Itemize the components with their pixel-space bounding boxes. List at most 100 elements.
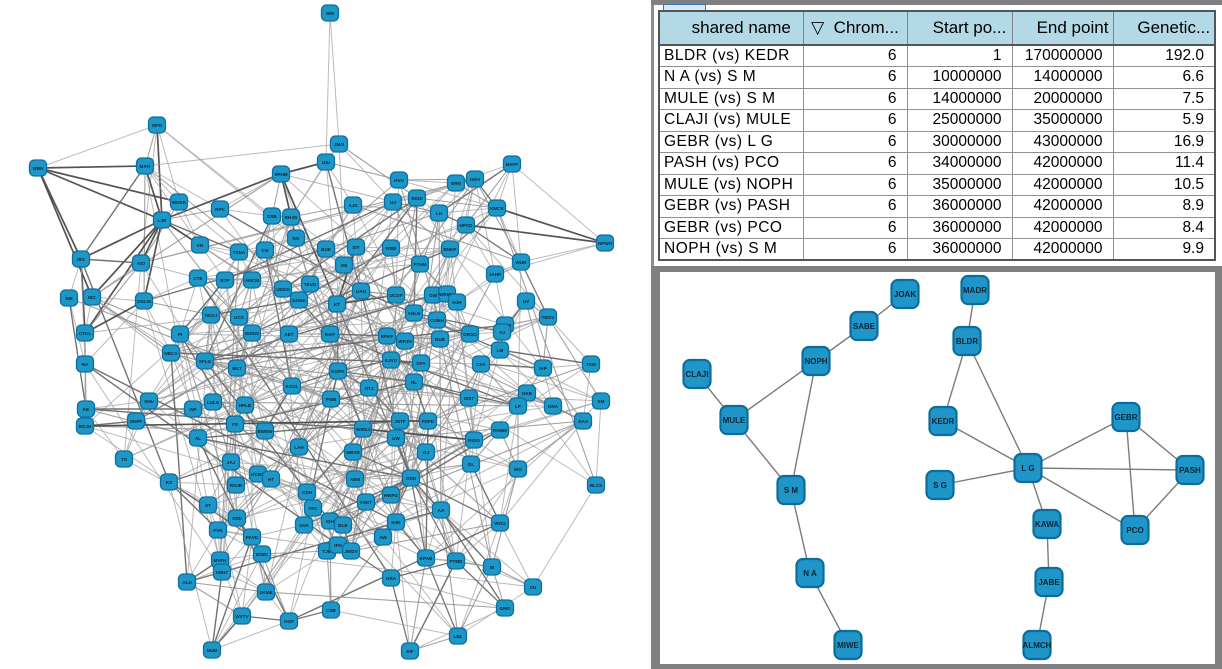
svg-text:LAH: LAH	[294, 445, 304, 450]
svg-text:OTJ: OTJ	[365, 386, 374, 391]
svg-text:OE: OE	[341, 263, 348, 268]
svg-text:BLB: BLB	[338, 523, 348, 528]
svg-text:GVA: GVA	[299, 523, 309, 528]
svg-text:ORSO: ORSO	[463, 332, 477, 337]
svg-text:RA: RA	[82, 362, 89, 367]
svg-text:GRA: GRA	[386, 576, 397, 581]
svg-text:TKVD: TKVD	[304, 282, 317, 287]
svg-text:WM: WM	[326, 11, 334, 16]
svg-text:BLDR: BLDR	[956, 337, 978, 346]
svg-text:BNDP: BNDP	[443, 247, 456, 252]
svg-text:UAN: UAN	[356, 289, 367, 294]
svg-text:RIOO: RIOO	[468, 438, 480, 443]
svg-text:KPAB: KPAB	[420, 556, 433, 561]
svg-text:HPCD: HPCD	[459, 223, 473, 228]
svg-text:L G: L G	[1021, 464, 1034, 473]
svg-text:HPLB: HPLB	[239, 403, 252, 408]
svg-text:S G: S G	[933, 481, 947, 490]
svg-text:JWDV: JWDV	[344, 549, 358, 554]
svg-text:EJVU: EJVU	[385, 358, 398, 363]
svg-text:RL: RL	[411, 380, 417, 385]
svg-text:BKDI: BKDI	[411, 196, 422, 201]
svg-text:FKVD: FKVD	[246, 535, 259, 540]
svg-text:CTKL: CTKL	[79, 331, 91, 336]
svg-text:AEM: AEM	[350, 477, 360, 482]
svg-text:DSB: DSB	[267, 214, 277, 219]
svg-text:TS: TS	[121, 457, 127, 462]
svg-text:VR: VR	[197, 243, 204, 248]
svg-text:S M: S M	[784, 486, 799, 495]
svg-text:IBC: IBC	[88, 295, 97, 300]
svg-text:OSN: OSN	[406, 476, 417, 481]
svg-text:SRD: SRD	[232, 516, 242, 521]
svg-text:LM: LM	[497, 348, 504, 353]
svg-text:RPKF: RPKF	[381, 334, 394, 339]
svg-text:HT: HT	[268, 477, 274, 482]
svg-text:KGPK: KGPK	[331, 369, 345, 374]
svg-text:PVK: PVK	[213, 528, 223, 533]
svg-text:OCMR: OCMR	[251, 472, 266, 477]
svg-text:LH: LH	[436, 211, 443, 216]
svg-text:GFA: GFA	[416, 361, 426, 366]
svg-text:HJH: HJH	[452, 300, 462, 305]
svg-text:PI: PI	[178, 332, 182, 337]
svg-text:JIAA: JIAA	[578, 419, 589, 424]
svg-text:JMJI: JMJI	[334, 142, 344, 147]
svg-text:TAW: TAW	[586, 362, 597, 367]
svg-text:OIFA: OIFA	[470, 177, 481, 182]
svg-text:RLCS: RLCS	[590, 483, 603, 488]
svg-text:IB: IB	[490, 565, 495, 570]
svg-text:VSKT: VSKT	[360, 500, 372, 505]
svg-text:WRGJ: WRGJ	[356, 427, 370, 432]
svg-text:AMCM: AMCM	[245, 278, 259, 283]
svg-text:DNA: DNA	[548, 404, 559, 409]
svg-text:CTE: CTE	[193, 276, 202, 281]
svg-text:SHU: SHU	[144, 399, 154, 404]
svg-text:LJR: LJR	[158, 218, 167, 223]
svg-text:ST: ST	[205, 503, 211, 508]
svg-text:JOAK: JOAK	[894, 290, 916, 299]
svg-text:MADR: MADR	[963, 286, 987, 295]
svg-text:WSNS: WSNS	[245, 331, 259, 336]
svg-text:AET: AET	[284, 332, 293, 337]
svg-text:ONFF: ONFF	[130, 419, 143, 424]
svg-text:MATI: MATI	[140, 164, 151, 169]
svg-text:BUE: BUE	[321, 247, 331, 252]
svg-text:PASH: PASH	[1179, 466, 1201, 475]
svg-text:UV: UV	[523, 299, 530, 304]
svg-text:WVTV: WVTV	[235, 614, 249, 619]
svg-text:CDH: CDH	[302, 490, 313, 495]
svg-text:ERN: ERN	[451, 181, 461, 186]
svg-text:DUB: DUB	[435, 337, 446, 342]
svg-text:UJ: UJ	[390, 200, 396, 205]
svg-text:NOPH: NOPH	[804, 357, 827, 366]
svg-text:PTHM: PTHM	[413, 262, 426, 267]
svg-text:AA: AA	[438, 508, 445, 513]
svg-text:GMO: GMO	[500, 606, 511, 611]
svg-text:LBL: LBL	[454, 634, 463, 639]
svg-text:ALMCH: ALMCH	[1023, 641, 1052, 650]
svg-text:PCO: PCO	[1126, 526, 1143, 535]
svg-text:TJM: TJM	[322, 549, 331, 554]
svg-text:IVBB: IVBB	[386, 246, 398, 251]
svg-text:SIT: SIT	[352, 245, 359, 250]
svg-text:ANLN: ANLN	[408, 311, 421, 316]
svg-text:SABE: SABE	[853, 322, 876, 331]
svg-text:WST: WST	[464, 396, 474, 401]
svg-text:LULG: LULG	[207, 400, 220, 405]
svg-text:HVU: HVU	[394, 178, 404, 183]
svg-text:KAWA: KAWA	[1035, 520, 1059, 529]
svg-text:TSNA: TSNA	[233, 250, 246, 255]
svg-text:CVA: CVA	[476, 362, 486, 367]
svg-text:WO: WO	[514, 467, 522, 472]
svg-text:JAHR: JAHR	[489, 272, 502, 277]
svg-text:AL: AL	[195, 436, 201, 441]
svg-text:VBHT: VBHT	[216, 570, 229, 575]
svg-text:IAP: IAP	[539, 366, 547, 371]
svg-text:SKME: SKME	[259, 590, 272, 595]
svg-text:OJ: OJ	[423, 450, 430, 455]
svg-text:WRMW: WRMW	[439, 292, 455, 297]
svg-text:GL: GL	[468, 462, 475, 467]
svg-text:UCOP: UCOP	[389, 293, 402, 298]
svg-text:IFH: IFH	[334, 543, 342, 548]
